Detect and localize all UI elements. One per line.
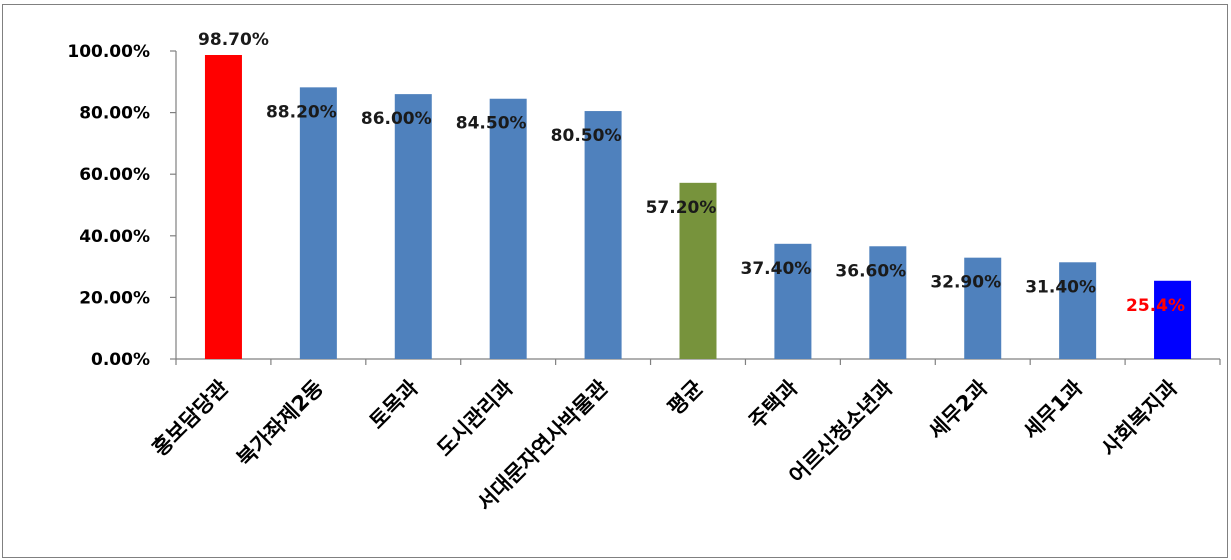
bar (394, 94, 432, 360)
category-label: 홍보담당관 (148, 376, 233, 461)
category-label: 세무2과 (924, 376, 992, 444)
chart-bars (204, 55, 1192, 360)
data-label: 80.50% (551, 126, 622, 146)
y-tick-label: 60.00% (79, 165, 150, 185)
bar (1059, 262, 1097, 359)
category-label: 도시관리과 (432, 376, 517, 461)
data-label: 88.20% (266, 102, 337, 122)
bar (204, 55, 242, 360)
data-label: 36.60% (835, 261, 906, 281)
category-label: 평균 (663, 376, 707, 420)
data-label: 25.4% (1126, 296, 1185, 316)
y-tick-label: 20.00% (79, 288, 150, 308)
data-label: 37.40% (741, 259, 812, 279)
bar (679, 182, 717, 359)
data-label: 57.20% (646, 198, 717, 218)
bar (584, 111, 622, 359)
y-tick-label: 0.00% (91, 350, 150, 370)
category-label: 주택과 (744, 376, 802, 434)
bar (1154, 280, 1192, 359)
y-tick-label: 100.00% (67, 42, 150, 62)
chart-data-labels: 98.70% 88.20% 86.00% 84.50% 80.50% 57.20% 37.4… (198, 30, 1185, 316)
category-label: 토목과 (365, 376, 423, 434)
data-label: 98.70% (198, 30, 269, 50)
y-tick-label: 80.00% (79, 104, 150, 124)
data-label: 86.00% (361, 109, 432, 129)
bar (774, 243, 812, 359)
bar (869, 246, 907, 359)
bar (489, 98, 527, 360)
data-label: 32.90% (930, 273, 1001, 293)
chart-axes: 0.00% 20.00% 40.00% 60.00% 80.00% 100.00% (67, 42, 1221, 370)
category-label: 북가좌제2동 (232, 376, 328, 472)
bar (299, 87, 337, 360)
y-tick-label: 40.00% (79, 227, 150, 247)
category-label: 세무1과 (1019, 376, 1087, 444)
category-label: 사회복지과 (1097, 376, 1182, 461)
data-label: 31.40% (1025, 277, 1096, 297)
data-label: 84.50% (456, 114, 527, 134)
bar (964, 257, 1002, 359)
